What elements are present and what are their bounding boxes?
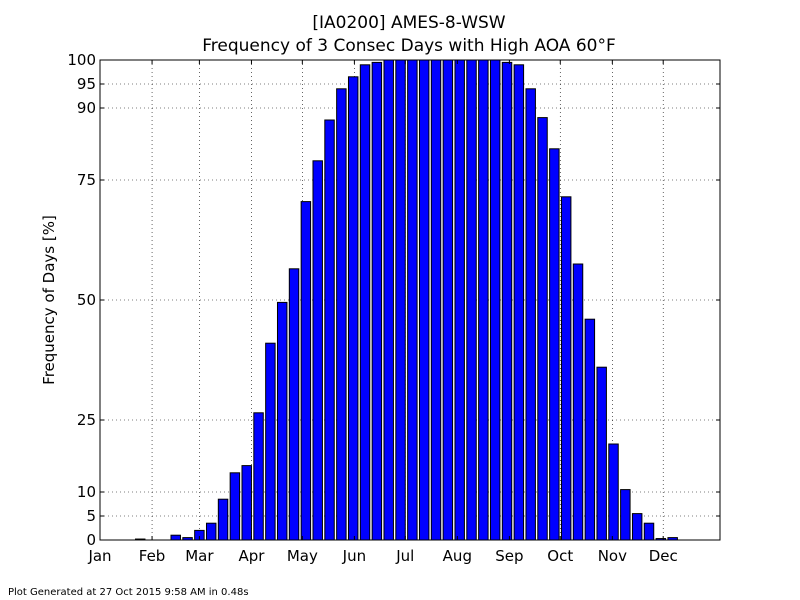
bar	[407, 59, 418, 541]
bar	[395, 59, 406, 541]
x-tick-label: Mar	[185, 547, 214, 565]
chart-subtitle: Frequency of 3 Consec Days with High AOA…	[202, 36, 615, 56]
y-tick-label: 10	[77, 483, 96, 501]
bar	[478, 59, 489, 541]
bar	[631, 513, 643, 541]
bars	[134, 59, 678, 541]
bar	[418, 59, 430, 541]
bar	[336, 88, 347, 541]
bar	[324, 119, 335, 541]
chart-title: [IA0200] AMES-8-WSW	[312, 13, 505, 33]
y-tick-label: 95	[77, 75, 96, 93]
bar	[347, 76, 359, 541]
bar	[620, 489, 631, 541]
bar	[205, 522, 217, 541]
ticks: 0 5 10 25 50 75 90 95 100 Jan Feb Mar Apr May Jun Jul Au…	[67, 51, 720, 565]
bar	[560, 196, 572, 541]
bar	[442, 59, 454, 541]
x-tick-label: Apr	[238, 547, 265, 565]
x-tick-label: Sep	[495, 547, 523, 565]
bar	[608, 443, 619, 541]
bar	[430, 59, 442, 541]
y-tick-label: 25	[77, 411, 96, 429]
x-tick-label: Nov	[598, 547, 627, 565]
y-tick-label: 5	[86, 507, 96, 525]
x-tick-label: Feb	[139, 547, 166, 565]
bar	[217, 498, 229, 541]
bar	[596, 366, 607, 541]
bar	[584, 318, 596, 541]
bar	[371, 61, 383, 541]
bar	[454, 59, 465, 541]
x-tick-label: Aug	[443, 547, 472, 565]
bar	[383, 59, 394, 541]
bar	[359, 64, 371, 541]
bar	[276, 301, 288, 541]
x-tick-label: Dec	[649, 547, 678, 565]
y-tick-label: 50	[77, 291, 96, 309]
y-tick-label: 0	[86, 531, 96, 549]
bar	[170, 534, 181, 541]
bar	[549, 148, 560, 541]
bar	[312, 160, 323, 541]
x-tick-label: Jul	[395, 547, 414, 565]
bar	[300, 201, 312, 541]
bar	[288, 268, 300, 541]
bar	[489, 59, 501, 541]
bar	[643, 522, 655, 541]
x-tick-label: Oct	[547, 547, 573, 565]
x-tick-label: Jun	[342, 547, 366, 565]
bar	[525, 88, 536, 541]
bar	[253, 412, 264, 541]
bar	[572, 263, 584, 541]
bar	[241, 465, 252, 541]
y-tick-label: 75	[77, 171, 96, 189]
y-tick-label: 90	[77, 99, 96, 117]
bar	[537, 117, 548, 541]
bar	[501, 61, 513, 541]
y-axis-label: Frequency of Days [%]	[40, 215, 58, 385]
bar	[229, 472, 241, 541]
bar	[466, 59, 477, 541]
y-tick-label: 100	[67, 51, 96, 69]
footer-text: Plot Generated at 27 Oct 2015 9:58 AM in…	[8, 587, 249, 598]
x-tick-label: Jan	[87, 547, 111, 565]
x-tick-label: May	[287, 547, 318, 565]
bar	[513, 64, 525, 541]
bar	[265, 342, 276, 541]
